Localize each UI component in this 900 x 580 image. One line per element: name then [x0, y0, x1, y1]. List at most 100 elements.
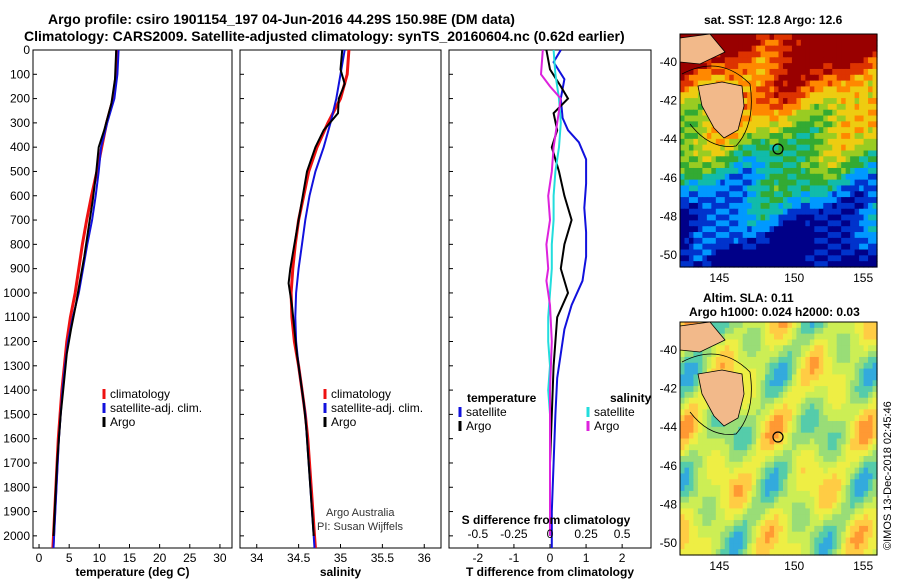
map-cell: [733, 34, 739, 41]
map-cell: [814, 237, 820, 245]
map-cell: [796, 374, 802, 381]
map-cell: [693, 162, 699, 169]
map-cell: [841, 51, 847, 58]
map-cell: [872, 421, 878, 428]
map-cell: [720, 543, 726, 550]
map-cell: [818, 220, 824, 227]
map-cell: [751, 92, 757, 99]
map-cell: [823, 51, 829, 58]
map-cell: [845, 380, 851, 387]
map-cell: [868, 461, 874, 469]
map-cell: [729, 255, 735, 262]
map-cell: [697, 179, 703, 187]
map-cell: [756, 461, 762, 469]
map-cell: [742, 133, 748, 140]
map-cell: [854, 103, 860, 111]
map-cell: [832, 514, 838, 521]
map-cell: [863, 127, 869, 134]
map-cell: [832, 51, 838, 58]
map-cell: [818, 473, 824, 480]
x-tick-label: 36: [418, 551, 432, 565]
map-cell: [800, 496, 806, 504]
map-cell: [778, 167, 784, 175]
map-cell: [756, 380, 762, 387]
map-cell: [751, 362, 757, 370]
map-cell: [809, 485, 815, 492]
map-cell: [747, 537, 753, 544]
map-cell: [688, 255, 695, 262]
map-cell: [756, 444, 762, 451]
map-cell: [809, 322, 815, 329]
map-cell: [774, 208, 780, 216]
map-cell: [733, 362, 739, 370]
map-cell: [832, 403, 838, 410]
map-cell: [805, 479, 811, 486]
map-cell: [818, 339, 824, 346]
map-cell: [680, 426, 686, 434]
map-cell: [733, 80, 739, 88]
map-cell: [845, 68, 851, 76]
map-cell: [787, 179, 793, 187]
map-cell: [738, 426, 744, 434]
map-cell: [715, 237, 721, 245]
map-cell: [787, 467, 793, 475]
map-cell: [863, 502, 869, 509]
map-cell: [729, 496, 735, 504]
map-cell: [702, 202, 708, 210]
map-cell: [827, 92, 833, 99]
map-cell: [693, 191, 699, 198]
map-cell: [850, 115, 856, 122]
map-cell: [832, 368, 838, 376]
map-cell: [738, 127, 744, 134]
map-cell: [693, 249, 699, 256]
map-cell: [747, 549, 753, 556]
map-cell: [751, 127, 757, 134]
map-cell: [814, 173, 820, 181]
map-cell: [680, 409, 686, 416]
map-cell: [818, 409, 824, 416]
map-cell: [697, 473, 703, 480]
map-cell: [742, 496, 748, 504]
map-cell: [836, 333, 842, 341]
map-cell: [854, 432, 860, 440]
map-cell: [751, 80, 757, 88]
map-cell: [854, 57, 860, 64]
map-cell: [720, 214, 726, 221]
map-cell: [693, 502, 699, 509]
map-cell: [850, 109, 856, 117]
map-cell: [854, 473, 860, 480]
map-cell: [680, 255, 686, 262]
map-cell: [729, 63, 735, 70]
map-cell: [769, 249, 775, 256]
map-cell: [738, 356, 744, 364]
map-cell: [733, 450, 739, 457]
map-cell: [859, 249, 865, 256]
map-cell: [706, 261, 712, 268]
map-cell: [733, 39, 739, 47]
map-cell: [836, 508, 842, 515]
map-cell: [769, 490, 775, 498]
map-cell: [738, 226, 744, 233]
map-cell: [823, 438, 829, 445]
map-cell: [729, 514, 735, 521]
map-cell: [859, 432, 865, 440]
map-cell: [738, 485, 744, 492]
map-cell: [845, 368, 851, 376]
map-cell: [751, 479, 757, 486]
map-cell: [814, 333, 820, 341]
map-cell: [832, 426, 838, 434]
map-cell: [859, 444, 865, 451]
map-cell: [805, 249, 811, 256]
map-cell: [850, 179, 856, 187]
map-y-tick-label: -48: [660, 497, 678, 511]
map-cell: [697, 185, 703, 192]
map-cell: [724, 345, 730, 352]
map-cell: [787, 485, 793, 492]
map-cell: [742, 162, 748, 169]
map-cell: [827, 68, 833, 76]
map-cell: [863, 237, 869, 245]
map-cell: [693, 525, 699, 533]
map-cell: [697, 208, 703, 216]
map-cell: [747, 450, 753, 457]
map-cell: [778, 473, 784, 480]
